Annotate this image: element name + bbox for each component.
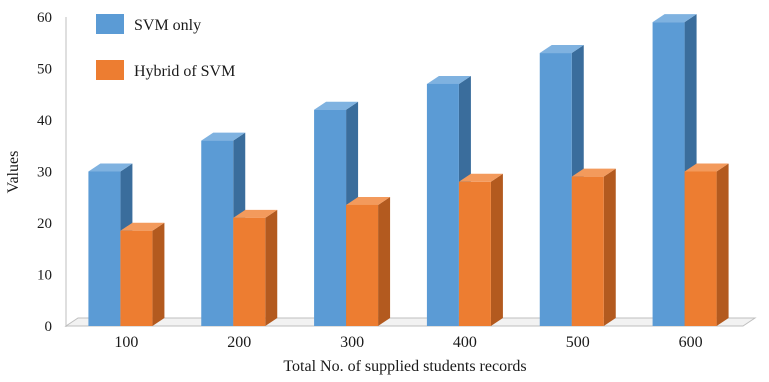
- bar-top-face: [314, 101, 359, 110]
- bar-front-face: [88, 171, 121, 326]
- bar-front-face: [571, 176, 604, 326]
- legend-swatch: [96, 60, 124, 80]
- bar-side-face: [490, 173, 503, 326]
- y-tick-label: 30: [37, 165, 52, 181]
- x-tick-label: 500: [566, 334, 590, 351]
- bar-hybrid-svm: [571, 168, 616, 326]
- x-tick-label: 200: [227, 334, 251, 351]
- bar-front-face: [458, 181, 491, 326]
- bar-side-face: [265, 209, 278, 326]
- bars-layer: [88, 14, 729, 327]
- bar-top-face: [458, 173, 503, 182]
- bar-front-face: [233, 217, 266, 326]
- bar-top-face: [88, 163, 133, 172]
- ticks-layer: 0 10 20 30 40 50 60 100 200 300 400 500 600: [37, 10, 703, 351]
- bar-hybrid-svm: [120, 222, 165, 326]
- legend: SVM only Hybrid of SVM: [96, 14, 235, 80]
- bar-top-face: [120, 222, 165, 231]
- bar-side-face: [603, 168, 616, 326]
- bar-front-face: [346, 204, 379, 326]
- chart-floor: [64, 317, 757, 327]
- bar-top-face: [571, 168, 616, 177]
- y-tick-label: 50: [37, 62, 52, 78]
- x-tick-label: 400: [453, 334, 477, 351]
- bar-side-face: [378, 196, 391, 326]
- bar-hybrid-svm: [346, 196, 391, 326]
- y-tick-label: 10: [37, 268, 52, 284]
- x-tick-label: 300: [340, 334, 364, 351]
- bar-front-face: [539, 53, 572, 327]
- bar-top-face: [684, 163, 729, 172]
- legend-label: Hybrid of SVM: [134, 63, 235, 80]
- x-tick-label: 100: [114, 334, 138, 351]
- bar-hybrid-svm: [233, 209, 278, 326]
- bar-side-face: [716, 163, 729, 326]
- y-tick-label: 60: [37, 10, 52, 26]
- x-axis-title: Total No. of supplied students records: [283, 358, 526, 375]
- y-tick-label: 20: [37, 216, 52, 232]
- y-tick-label: 40: [37, 113, 52, 129]
- bar-front-face: [652, 22, 685, 327]
- y-axis-title: Values: [5, 151, 22, 194]
- bar-top-face: [426, 75, 471, 84]
- bar-front-face: [120, 230, 153, 326]
- bar-top-face: [652, 14, 697, 23]
- bar-hybrid-svm: [458, 173, 503, 326]
- bar-top-face: [201, 132, 246, 141]
- bar-top-face: [233, 209, 278, 218]
- x-tick-label: 600: [679, 334, 703, 351]
- bar-side-face: [152, 222, 165, 326]
- bar-front-face: [684, 171, 717, 326]
- bar-front-face: [314, 109, 347, 326]
- bar-front-face: [201, 140, 234, 326]
- y-tick-label: 0: [45, 319, 53, 335]
- bar-hybrid-svm: [684, 163, 729, 326]
- bar-top-face: [539, 45, 584, 54]
- legend-swatch: [96, 14, 124, 34]
- legend-label: SVM only: [134, 17, 201, 34]
- bar-top-face: [346, 196, 391, 205]
- bar-front-face: [426, 83, 459, 326]
